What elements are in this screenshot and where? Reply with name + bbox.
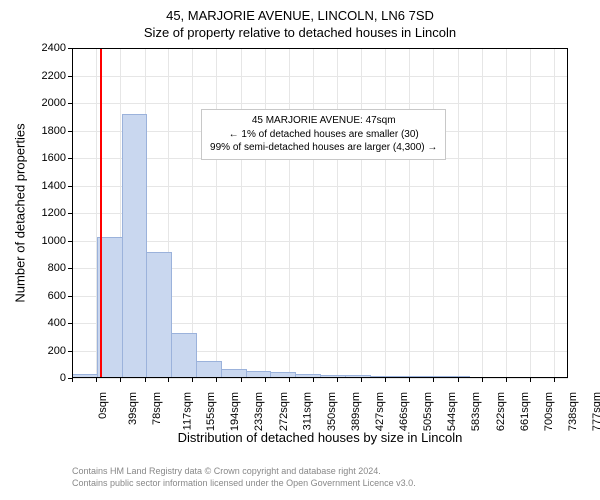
x-tick-mark <box>241 378 242 382</box>
x-tick-label: 700sqm <box>543 392 555 431</box>
y-tick-mark <box>68 268 72 269</box>
footer-line-2: Contains public sector information licen… <box>72 478 416 490</box>
x-tick-label: 466sqm <box>398 392 410 431</box>
y-tick-label: 200 <box>30 345 66 357</box>
page-title: 45, MARJORIE AVENUE, LINCOLN, LN6 7SD <box>0 0 600 23</box>
y-tick-label: 1000 <box>30 235 66 247</box>
x-axis-label: Distribution of detached houses by size … <box>72 430 568 445</box>
gridline-horizontal <box>72 103 568 104</box>
y-tick-label: 2200 <box>30 70 66 82</box>
x-tick-label: 583sqm <box>471 392 483 431</box>
y-tick-label: 800 <box>30 262 66 274</box>
y-tick-label: 1800 <box>30 125 66 137</box>
plot-area: 45 MARJORIE AVENUE: 47sqm← 1% of detache… <box>72 48 568 378</box>
x-tick-label: 78sqm <box>151 392 163 425</box>
y-tick-mark <box>68 241 72 242</box>
x-tick-mark <box>168 378 169 382</box>
x-tick-label: 738sqm <box>567 392 579 431</box>
y-tick-mark <box>68 296 72 297</box>
chart-container: 45, MARJORIE AVENUE, LINCOLN, LN6 7SD Si… <box>0 0 600 500</box>
x-tick-mark <box>530 378 531 382</box>
x-tick-mark <box>216 378 217 382</box>
histogram-bar <box>122 114 148 378</box>
x-tick-label: 155sqm <box>205 392 217 431</box>
x-tick-label: 505sqm <box>422 392 434 431</box>
x-tick-label: 622sqm <box>495 392 507 431</box>
y-tick-mark <box>68 323 72 324</box>
y-tick-label: 2000 <box>30 97 66 109</box>
histogram-bar <box>146 252 172 378</box>
x-tick-mark <box>506 378 507 382</box>
x-tick-mark <box>313 378 314 382</box>
x-tick-mark <box>482 378 483 382</box>
x-tick-mark <box>192 378 193 382</box>
attribution-footer: Contains HM Land Registry data © Crown c… <box>72 466 416 489</box>
x-tick-label: 544sqm <box>446 392 458 431</box>
y-tick-mark <box>68 351 72 352</box>
x-tick-label: 777sqm <box>591 392 600 431</box>
histogram-bar <box>196 361 222 379</box>
y-tick-mark <box>68 103 72 104</box>
x-tick-label: 427sqm <box>374 392 386 431</box>
axis-spine <box>72 377 568 378</box>
x-tick-mark <box>458 378 459 382</box>
x-tick-mark <box>361 378 362 382</box>
x-tick-mark <box>433 378 434 382</box>
x-tick-label: 39sqm <box>127 392 139 425</box>
annotation-line: 45 MARJORIE AVENUE: 47sqm <box>210 114 437 128</box>
x-tick-label: 272sqm <box>278 392 290 431</box>
y-axis-label: Number of detached properties <box>13 123 28 302</box>
y-tick-label: 600 <box>30 290 66 302</box>
annotation-box: 45 MARJORIE AVENUE: 47sqm← 1% of detache… <box>201 109 446 160</box>
x-tick-mark <box>554 378 555 382</box>
y-tick-mark <box>68 213 72 214</box>
y-tick-mark <box>68 48 72 49</box>
y-tick-label: 0 <box>30 372 66 384</box>
x-tick-mark <box>289 378 290 382</box>
x-tick-label: 117sqm <box>181 392 193 430</box>
y-tick-label: 1200 <box>30 207 66 219</box>
x-tick-label: 350sqm <box>326 392 338 431</box>
axis-spine <box>72 48 568 49</box>
annotation-line: 99% of semi-detached houses are larger (… <box>210 141 437 155</box>
y-tick-mark <box>68 131 72 132</box>
y-tick-label: 2400 <box>30 42 66 54</box>
x-tick-label: 311sqm <box>301 392 313 430</box>
axis-spine <box>567 48 568 378</box>
x-tick-mark <box>145 378 146 382</box>
chart-subtitle: Size of property relative to detached ho… <box>0 23 600 40</box>
x-tick-label: 661sqm <box>519 392 531 431</box>
x-tick-label: 389sqm <box>350 392 362 431</box>
y-tick-mark <box>68 158 72 159</box>
y-tick-mark <box>68 186 72 187</box>
property-marker-line <box>100 48 102 378</box>
x-tick-mark <box>96 378 97 382</box>
gridline-horizontal <box>72 378 568 379</box>
footer-line-1: Contains HM Land Registry data © Crown c… <box>72 466 416 478</box>
x-tick-label: 0sqm <box>97 392 109 419</box>
x-tick-mark <box>409 378 410 382</box>
annotation-line: ← 1% of detached houses are smaller (30) <box>210 128 437 142</box>
x-tick-mark <box>337 378 338 382</box>
histogram-bar <box>171 333 197 378</box>
gridline-horizontal <box>72 76 568 77</box>
axis-spine <box>72 48 73 378</box>
y-tick-label: 400 <box>30 317 66 329</box>
x-tick-label: 194sqm <box>229 392 241 431</box>
y-tick-label: 1400 <box>30 180 66 192</box>
x-tick-mark <box>265 378 266 382</box>
x-tick-mark <box>72 378 73 382</box>
x-tick-mark <box>120 378 121 382</box>
y-tick-label: 1600 <box>30 152 66 164</box>
y-tick-mark <box>68 76 72 77</box>
x-tick-label: 233sqm <box>254 392 266 431</box>
x-tick-mark <box>385 378 386 382</box>
